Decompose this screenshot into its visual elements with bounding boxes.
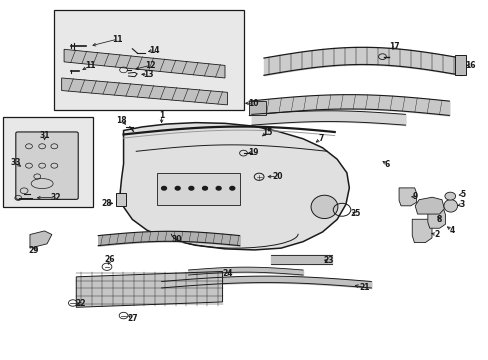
Text: 29: 29 xyxy=(28,246,39,255)
Text: 22: 22 xyxy=(75,299,86,308)
Text: 25: 25 xyxy=(350,209,360,218)
Text: 21: 21 xyxy=(359,283,369,292)
Text: 18: 18 xyxy=(116,116,127,125)
Text: 14: 14 xyxy=(149,46,159,55)
Text: 10: 10 xyxy=(247,99,258,108)
Text: 8: 8 xyxy=(436,215,441,224)
Ellipse shape xyxy=(310,195,337,219)
Text: 31: 31 xyxy=(39,131,50,140)
Text: 24: 24 xyxy=(222,269,232,278)
Text: 5: 5 xyxy=(459,190,465,199)
Bar xyxy=(157,173,239,205)
Text: 1: 1 xyxy=(159,111,164,120)
Polygon shape xyxy=(249,101,266,116)
Text: 27: 27 xyxy=(127,314,138,323)
Polygon shape xyxy=(120,123,348,250)
Text: 12: 12 xyxy=(145,61,155,70)
Text: 26: 26 xyxy=(104,256,115,265)
Bar xyxy=(454,55,465,75)
Polygon shape xyxy=(64,49,224,78)
Text: 3: 3 xyxy=(459,200,464,209)
Text: 6: 6 xyxy=(384,160,389,169)
Text: 20: 20 xyxy=(271,172,282,181)
Text: 28: 28 xyxy=(102,199,112,208)
Circle shape xyxy=(202,186,207,190)
Polygon shape xyxy=(30,231,52,248)
Text: 32: 32 xyxy=(50,193,61,202)
Text: 19: 19 xyxy=(247,148,258,157)
Circle shape xyxy=(216,186,221,190)
Text: 2: 2 xyxy=(434,230,439,239)
Circle shape xyxy=(175,186,180,190)
Text: 23: 23 xyxy=(323,256,333,265)
Polygon shape xyxy=(61,78,227,105)
FancyBboxPatch shape xyxy=(3,117,93,207)
Polygon shape xyxy=(76,271,222,307)
Text: 33: 33 xyxy=(10,158,20,167)
Text: 4: 4 xyxy=(448,226,454,235)
FancyBboxPatch shape xyxy=(16,132,78,199)
Text: 11: 11 xyxy=(84,62,95,71)
Polygon shape xyxy=(414,197,444,214)
Text: 15: 15 xyxy=(262,128,272,137)
Ellipse shape xyxy=(444,192,455,200)
Polygon shape xyxy=(411,219,431,243)
Text: 13: 13 xyxy=(142,71,153,80)
Circle shape xyxy=(229,186,234,190)
Text: 17: 17 xyxy=(388,42,399,51)
Text: 9: 9 xyxy=(412,192,417,201)
Ellipse shape xyxy=(443,199,457,212)
Text: 11: 11 xyxy=(112,35,122,44)
Polygon shape xyxy=(398,188,416,206)
Text: 7: 7 xyxy=(318,134,323,143)
Polygon shape xyxy=(427,208,445,228)
FancyBboxPatch shape xyxy=(54,10,244,110)
Text: 16: 16 xyxy=(464,61,474,70)
Text: 30: 30 xyxy=(172,235,182,244)
Bar xyxy=(116,193,126,206)
Circle shape xyxy=(161,186,166,190)
Circle shape xyxy=(188,186,193,190)
